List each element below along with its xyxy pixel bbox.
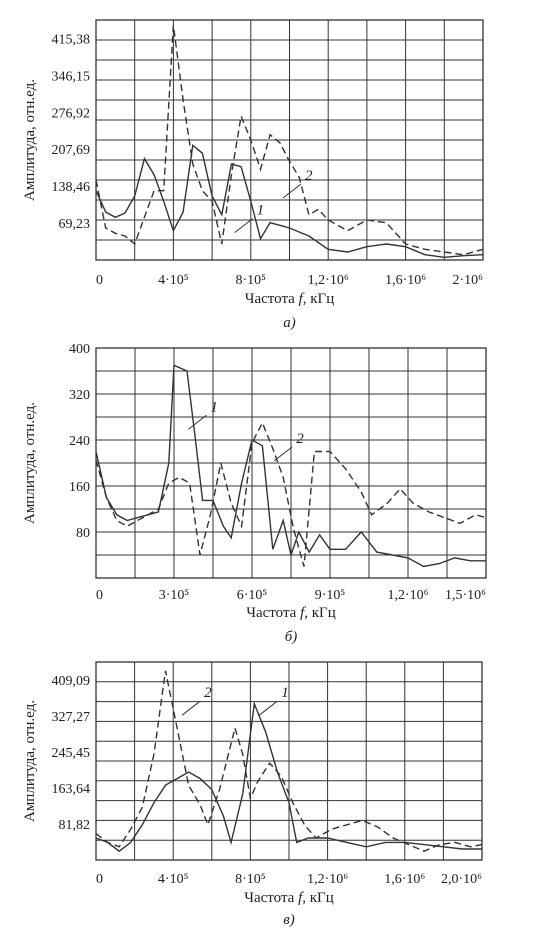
curve-label-leader [234, 218, 253, 234]
y-tick-label: 409,09 [52, 674, 91, 689]
series-line-1 [95, 701, 482, 853]
x-axis-label: Частота f, кГц [246, 605, 336, 621]
x-tick-label: 0 [96, 872, 103, 887]
curve-label-1: 1 [257, 203, 265, 219]
y-axis-label: Амплитуда, отн.ед. [22, 402, 38, 524]
y-tick-label: 320 [69, 388, 90, 403]
chart-panel-2: 80 160 240 320 400 0 3·10⁵ 6·10⁵ 9·10⁵ 1,2·10⁶ 1,5… [22, 342, 487, 645]
y-tick-label: 207,69 [52, 143, 91, 158]
x-tick-label: 0 [96, 273, 103, 288]
x-tick-label: 1,2·10⁶ [308, 273, 349, 288]
x-axis-label: Частота f, кГц [244, 890, 334, 906]
series-line-2 [95, 421, 487, 567]
curve-label-2: 2 [305, 168, 313, 184]
y-tick-label: 400 [69, 342, 90, 357]
x-tick-label: 4·10⁵ [158, 273, 189, 288]
x-tick-label: 2,0·10⁶ [441, 872, 482, 887]
y-tick-label: 245,45 [52, 746, 91, 761]
x-tick-label: 2·10⁶ [452, 273, 483, 288]
y-axis-label: Амплитуда, отн.ед. [22, 700, 38, 822]
series-line-2 [95, 25, 484, 256]
series-line-1 [95, 364, 486, 568]
subplot-label: б) [285, 629, 298, 645]
curve-label-2: 2 [296, 431, 304, 447]
x-tick-label: 8·10⁵ [236, 273, 267, 288]
y-tick-label: 327,27 [52, 710, 91, 725]
curve-label-leader [181, 700, 201, 716]
y-tick-label: 69,23 [59, 217, 91, 232]
curve-label-leader [273, 446, 293, 462]
y-tick-label: 240 [69, 434, 90, 449]
x-tick-label: 1,2·10⁶ [307, 872, 348, 887]
x-tick-label: 1,6·10⁶ [385, 273, 426, 288]
curve-label-1: 1 [281, 685, 289, 701]
plot-frame [95, 347, 487, 579]
y-tick-label: 346,15 [52, 69, 91, 84]
y-tick-label: 160 [69, 480, 90, 495]
x-tick-label: 4·10⁵ [158, 872, 189, 887]
y-tick-label: 138,46 [52, 180, 91, 195]
x-tick-label: 1,6·10⁶ [384, 872, 425, 887]
y-tick-label: 80 [76, 526, 90, 541]
subplot-label: в) [283, 912, 295, 928]
curve-label-1: 1 [210, 399, 218, 415]
x-tick-label: 3·10⁵ [159, 588, 190, 603]
x-tick-label: 1,5·10⁶ [445, 588, 486, 603]
series-line-1 [95, 143, 484, 259]
subplot-label: а) [283, 315, 296, 331]
x-tick-label: 6·10⁵ [237, 588, 268, 603]
grid [95, 348, 487, 578]
y-tick-label: 163,64 [52, 782, 91, 797]
y-tick-label: 81,82 [59, 818, 91, 833]
x-tick-label: 1,2·10⁶ [387, 588, 428, 603]
y-axis-label: Амплитуда, отн.ед. [22, 79, 38, 201]
curve-label-leader [188, 414, 207, 430]
x-tick-label: 0 [96, 588, 103, 603]
grid [95, 662, 483, 860]
x-tick-label: 9·10⁵ [315, 588, 346, 603]
x-tick-label: 8·10⁵ [235, 872, 266, 887]
y-tick-label: 415,38 [52, 32, 91, 47]
plot-frame [95, 19, 484, 261]
grid [95, 20, 484, 260]
plot-frame [95, 661, 483, 861]
curve-label-leader [258, 700, 278, 716]
chart-panel-1: 69,23 138,46 207,69 276,92 346,15 415,38 0 4·10… [22, 19, 484, 331]
x-axis-label: Частота f, кГц [245, 291, 335, 307]
chart-panel-3: 81,82 163,64 245,45 327,27 409,09 0 4·10⁵ 8·10⁵… [22, 661, 483, 928]
y-tick-label: 276,92 [52, 106, 91, 121]
curve-label-leader [282, 183, 302, 199]
series-line-2 [95, 670, 483, 852]
curve-label-2: 2 [204, 685, 212, 701]
